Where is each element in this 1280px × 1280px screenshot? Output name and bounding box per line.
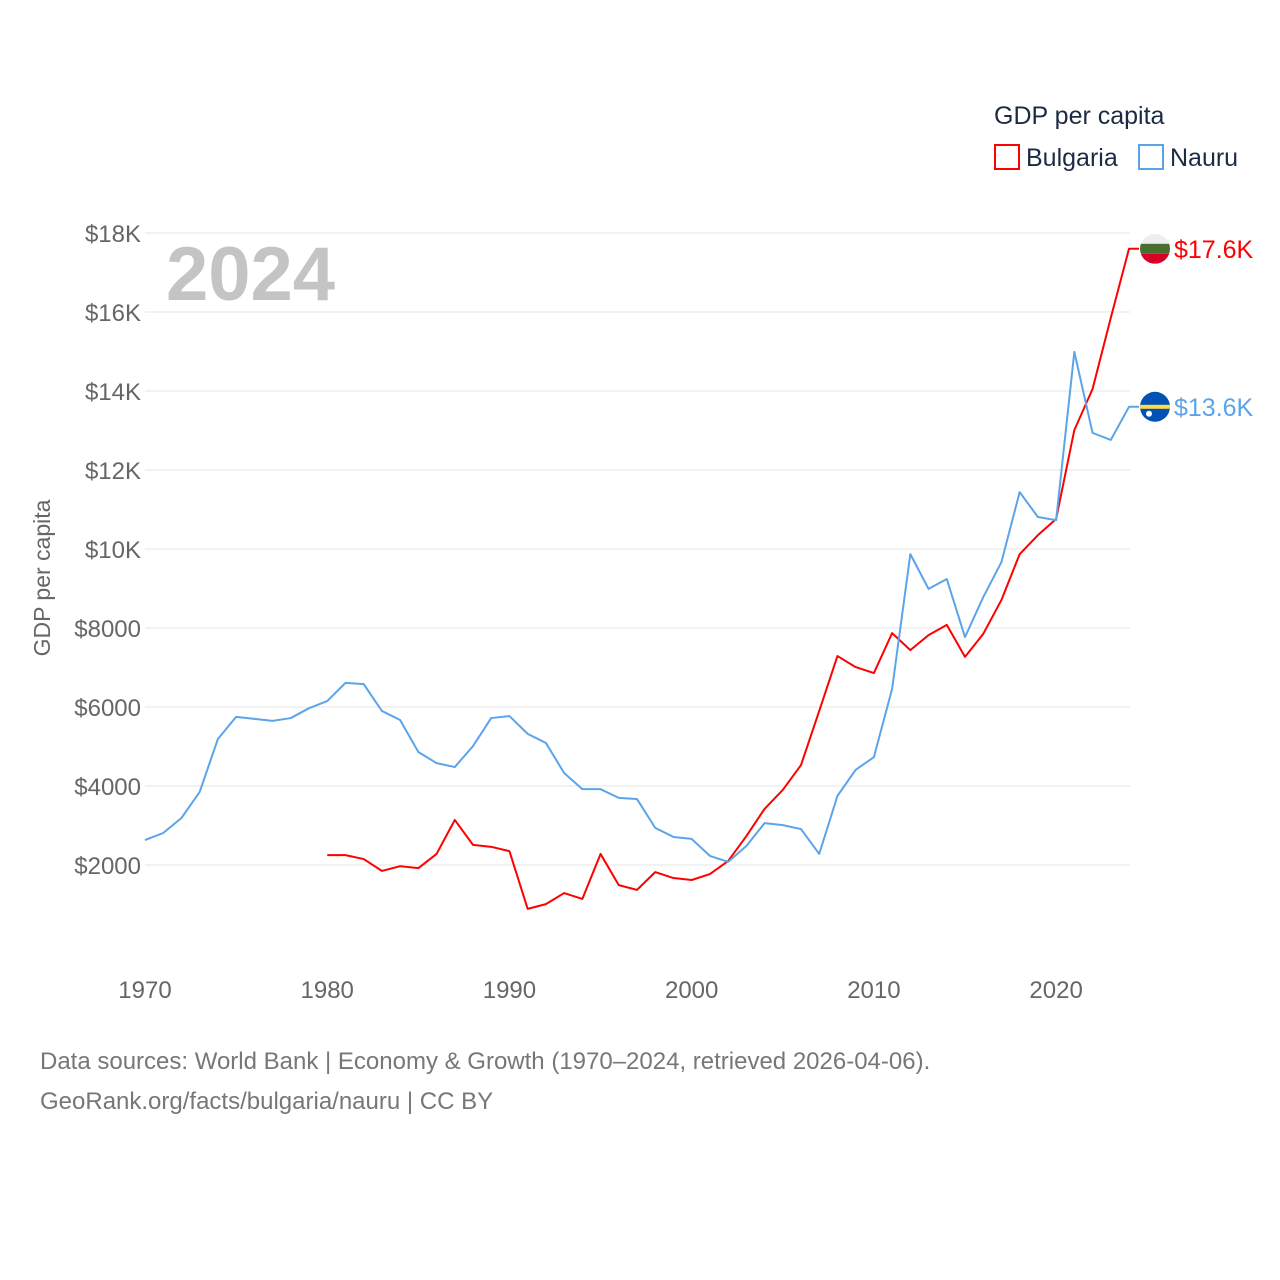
y-tick-label: $14K [85, 379, 141, 406]
y-tick-label: $12K [85, 458, 141, 485]
legend-label-nauru[interactable]: Nauru [1170, 144, 1238, 172]
nauru-flag-icon [1140, 391, 1170, 422]
x-tick-label: 2010 [847, 977, 900, 1004]
bulgaria-flag-icon [1140, 233, 1170, 264]
y-tick-label: $6000 [74, 695, 141, 722]
series-end-labels: $17.6K $13.6K [1140, 233, 1254, 422]
footer-source: Data sources: World Bank | Economy & Gro… [40, 1042, 930, 1122]
end-value-label-nauru: $13.6K [1174, 394, 1254, 422]
legend-label-bulgaria[interactable]: Bulgaria [1026, 144, 1118, 172]
source-url-line[interactable]: GeoRank.org/facts/bulgaria/nauru | CC BY [40, 1088, 494, 1115]
x-tick-label: 2020 [1029, 977, 1082, 1004]
y-tick-label: $18K [85, 221, 141, 248]
x-tick-label: 2000 [665, 977, 718, 1004]
end-value-label-bulgaria: $17.6K [1174, 236, 1254, 264]
year-overlay: 2024 [166, 232, 335, 317]
x-tick-label: 1980 [301, 977, 354, 1004]
y-tick-label: $16K [85, 300, 141, 327]
x-axis-ticks: 1970 1980 1990 2000 2010 2020 [118, 977, 1083, 1004]
legend-swatch-nauru [1138, 144, 1164, 170]
legend: GDP per capita Bulgaria Nauru [994, 102, 1238, 172]
series-line-nauru[interactable] [144, 350, 1139, 863]
y-tick-label: $8000 [74, 616, 141, 643]
series-lines [144, 247, 1139, 910]
legend-swatch-bulgaria [994, 144, 1020, 170]
y-tick-label: $10K [85, 537, 141, 564]
gridlines [145, 232, 1130, 866]
y-axis-ticks: $2000 $4000 $6000 $8000 $10K $12K $14K $16K $18K [74, 221, 141, 880]
x-tick-label: 1990 [483, 977, 536, 1004]
y-tick-label: $2000 [74, 853, 141, 880]
legend-title: GDP per capita [994, 102, 1165, 130]
series-line-bulgaria[interactable] [327, 247, 1139, 910]
x-tick-label: 1970 [118, 977, 171, 1004]
source-line: Data sources: World Bank | Economy & Gro… [40, 1048, 931, 1075]
y-tick-label: $4000 [74, 774, 141, 801]
y-axis-label: GDP per capita [29, 499, 55, 656]
